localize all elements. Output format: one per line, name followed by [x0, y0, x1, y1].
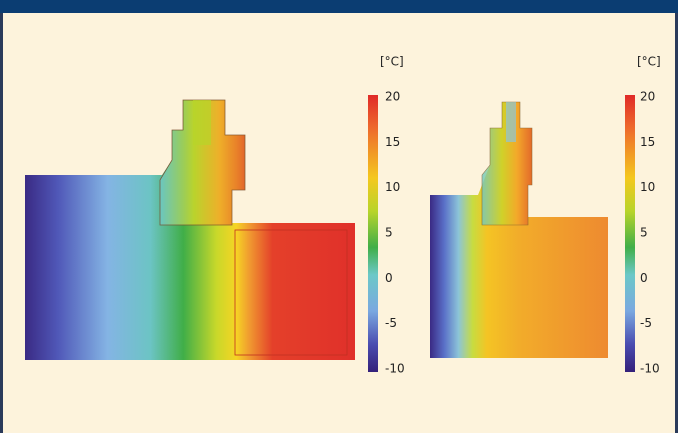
scale-label: 20	[640, 90, 655, 104]
window-frame	[481, 101, 533, 226]
border	[675, 13, 678, 433]
glazing	[506, 102, 516, 142]
scale-label: 10	[640, 180, 655, 194]
scale-label: 10	[385, 180, 400, 194]
scale-label: 15	[640, 135, 655, 149]
scale-label: 0	[385, 271, 393, 285]
scale-label: 20	[385, 90, 400, 104]
scale-label: 5	[640, 226, 648, 240]
scale-label: 0	[640, 271, 648, 285]
unit-label: [°C]	[637, 55, 661, 69]
window-frame	[159, 99, 246, 226]
thermal-section	[25, 100, 355, 360]
thermal-section	[430, 102, 608, 358]
color-scale	[625, 95, 635, 372]
scale-label: -5	[385, 316, 397, 330]
scale-label: -10	[385, 362, 405, 376]
scale-label: -5	[640, 316, 652, 330]
border	[0, 13, 3, 433]
scale-label: 15	[385, 135, 400, 149]
header-bar	[0, 0, 678, 13]
scale-label: 5	[385, 226, 393, 240]
color-scale	[368, 95, 378, 372]
unit-label: [°C]	[380, 55, 404, 69]
glazing	[193, 100, 211, 145]
outline	[234, 229, 348, 356]
scale-label: -10	[640, 362, 660, 376]
